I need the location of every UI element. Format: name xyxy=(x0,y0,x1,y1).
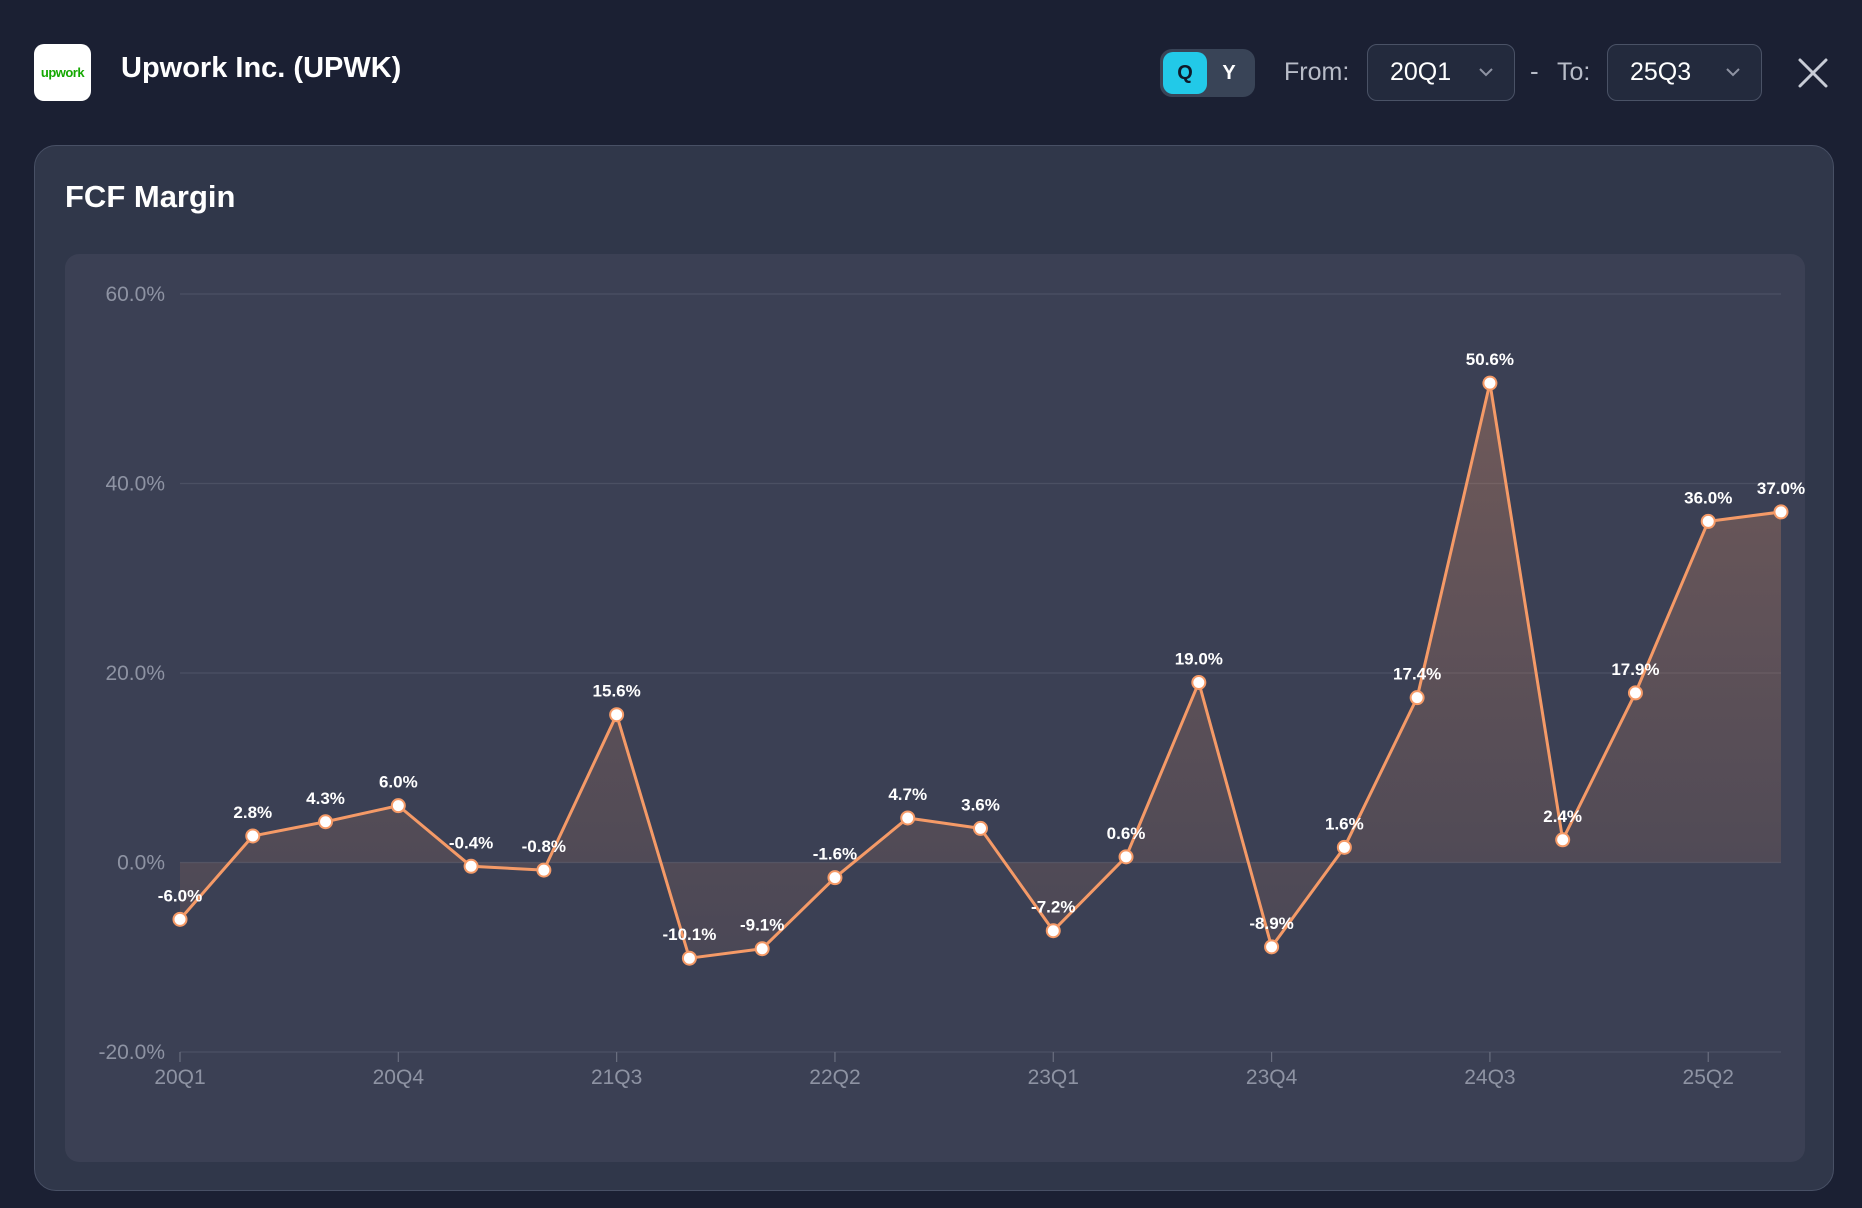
y-tick-label: -20.0% xyxy=(98,1041,165,1064)
data-label: 17.9% xyxy=(1611,660,1659,679)
from-select-value: 20Q1 xyxy=(1390,58,1452,86)
data-label: -0.4% xyxy=(449,833,493,852)
x-tick-label: 22Q2 xyxy=(809,1066,860,1089)
data-point xyxy=(1191,674,1207,690)
data-label: 36.0% xyxy=(1684,488,1732,507)
data-point xyxy=(754,941,770,957)
data-point xyxy=(1555,832,1571,848)
close-icon[interactable] xyxy=(1796,56,1830,90)
chart-card: FCF Margin 60.0% 40.0% 20.0% 0.0% -20.0% 20Q1… xyxy=(34,145,1834,1191)
fcf-margin-chart: 60.0% 40.0% 20.0% 0.0% -20.0%20Q1 20Q4 21Q3 22Q… xyxy=(98,283,1805,1089)
data-label: -8.9% xyxy=(1249,914,1293,933)
data-point xyxy=(1700,513,1716,529)
data-point xyxy=(463,858,479,874)
range-separator: - xyxy=(1530,56,1539,86)
y-tick-label: 0.0% xyxy=(117,852,165,875)
header: upwork Upwork Inc. (UPWK) Q Y From: 20Q1… xyxy=(0,0,1862,145)
data-point xyxy=(390,798,406,814)
data-label: 4.7% xyxy=(888,785,927,804)
data-point xyxy=(827,870,843,886)
from-select[interactable]: 20Q1 xyxy=(1367,44,1515,101)
data-label: -10.1% xyxy=(662,925,716,944)
data-point xyxy=(1482,375,1498,391)
data-point xyxy=(245,828,261,844)
data-label: 2.4% xyxy=(1543,807,1582,826)
data-point xyxy=(681,950,697,966)
data-point xyxy=(973,820,988,836)
data-point xyxy=(318,814,334,830)
company-logo: upwork xyxy=(34,44,91,101)
data-label: 6.0% xyxy=(379,773,418,792)
to-label: To: xyxy=(1557,58,1591,86)
to-select[interactable]: 25Q3 xyxy=(1607,44,1762,101)
x-tick-label: 24Q3 xyxy=(1464,1066,1515,1089)
data-label: -1.6% xyxy=(813,845,857,864)
chevron-down-icon xyxy=(1479,68,1493,77)
data-point xyxy=(172,911,188,927)
to-select-value: 25Q3 xyxy=(1630,58,1692,86)
logo-text: upwork xyxy=(40,65,85,80)
data-label: 4.3% xyxy=(306,789,345,808)
period-toggle: Q Y xyxy=(1160,49,1255,97)
series-line xyxy=(178,381,1782,960)
data-label: 1.6% xyxy=(1325,814,1364,833)
chart-title: FCF Margin xyxy=(65,179,236,214)
data-label: 17.4% xyxy=(1393,665,1441,684)
data-point xyxy=(1627,685,1643,701)
data-label: 2.8% xyxy=(233,803,272,822)
y-tick-label: 20.0% xyxy=(105,662,165,685)
x-tick-label: 20Q1 xyxy=(154,1066,205,1089)
data-label: -7.2% xyxy=(1031,898,1075,917)
data-label: -0.8% xyxy=(522,837,566,856)
x-tick-label: 20Q4 xyxy=(373,1066,425,1089)
y-tick-label: 60.0% xyxy=(105,283,165,306)
data-point xyxy=(1773,504,1789,520)
data-label: -6.0% xyxy=(158,886,202,905)
data-label: 3.6% xyxy=(961,795,1000,814)
data-label: 15.6% xyxy=(593,682,641,701)
data-point xyxy=(1118,849,1134,865)
from-label: From: xyxy=(1284,58,1350,86)
data-label: 37.0% xyxy=(1757,479,1805,498)
y-tick-label: 40.0% xyxy=(105,473,165,496)
data-label: 50.6% xyxy=(1466,350,1514,369)
chevron-down-icon xyxy=(1726,68,1740,77)
quarterly-toggle-button[interactable]: Q xyxy=(1163,52,1207,94)
data-point xyxy=(1264,939,1280,955)
yearly-toggle-button[interactable]: Y xyxy=(1222,61,1236,84)
chart-panel: 60.0% 40.0% 20.0% 0.0% -20.0% 20Q1 20Q4 21Q3 22Q… xyxy=(65,254,1805,1162)
company-name: Upwork Inc. (UPWK) xyxy=(121,52,402,84)
x-tick-label: 21Q3 xyxy=(591,1066,642,1089)
data-point xyxy=(1336,839,1352,855)
data-label: 19.0% xyxy=(1175,649,1223,668)
data-point xyxy=(1409,690,1425,706)
x-tick-label: 23Q4 xyxy=(1246,1066,1298,1089)
data-point xyxy=(900,810,916,826)
data-point xyxy=(1045,923,1061,939)
data-point xyxy=(609,707,625,723)
area-fill xyxy=(180,383,1781,959)
x-tick-label: 25Q2 xyxy=(1683,1066,1734,1089)
x-tick-label: 23Q1 xyxy=(1028,1066,1079,1089)
data-label: 0.6% xyxy=(1107,824,1146,843)
data-point xyxy=(536,862,552,878)
data-label: -9.1% xyxy=(740,916,784,935)
